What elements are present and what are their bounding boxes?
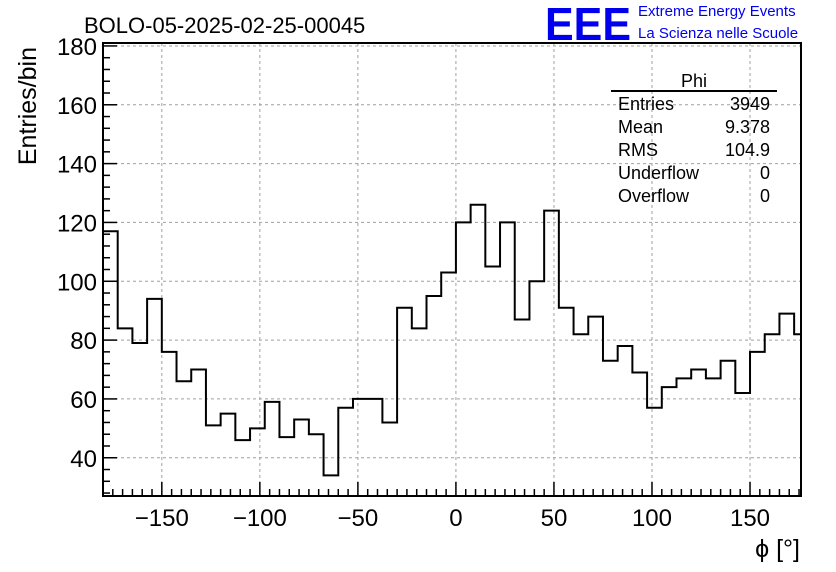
x-tick-label: −100: [233, 505, 287, 532]
eee-logo: EEE: [545, 2, 631, 44]
y-tick-label: 180: [57, 34, 97, 61]
y-tick-label: 140: [57, 152, 97, 179]
x-tick-label: 150: [730, 505, 770, 532]
y-axis-label: Entries/bin: [14, 47, 42, 165]
axes: −150 −100 −50 0 50 100 150 40 60 80 100 120 140 160 18…: [57, 34, 802, 532]
eee-logo-text: EEE: [545, 2, 631, 44]
grid-lines: [103, 43, 801, 496]
stats-row-value: 104.9: [725, 140, 770, 160]
plot-frame: [102, 42, 802, 497]
x-tick-label: 100: [632, 505, 672, 532]
stats-box-title: Phi: [681, 71, 707, 91]
y-tick-label: 120: [57, 210, 97, 237]
brand-line-2: La Scienza nelle Scuole: [638, 25, 799, 42]
stats-row-label: Entries: [618, 94, 674, 114]
y-tick-label: 40: [70, 446, 97, 473]
stats-row-label: RMS: [618, 140, 658, 160]
histogram-series: [103, 203, 802, 477]
stats-row-value: 0: [760, 186, 770, 206]
y-tick-label: 80: [70, 328, 97, 355]
stats-row-value: 0: [760, 163, 770, 183]
stats-row-label: Underflow: [618, 163, 700, 183]
x-tick-label: −150: [135, 505, 189, 532]
x-tick-label: 0: [449, 505, 462, 532]
stats-box: Phi Entries 3949 Mean 9.378 RMS 104.9 Underflo…: [611, 71, 777, 206]
x-axis-label: ϕ [°]: [755, 535, 800, 563]
brand-line-1: Extreme Energy Events: [638, 3, 796, 20]
stats-row-value: 3949: [730, 94, 770, 114]
y-tick-label: 160: [57, 93, 97, 120]
stats-row-label: Mean: [618, 117, 663, 137]
chart-title: BOLO-05-2025-02-25-00045: [84, 13, 365, 38]
y-tick-label: 100: [57, 269, 97, 296]
y-tick-label: 60: [70, 387, 97, 414]
x-tick-label: −50: [338, 505, 379, 532]
stats-row-label: Overflow: [618, 186, 690, 206]
stats-row-value: 9.378: [725, 117, 770, 137]
stats-rows: Entries 3949 Mean 9.378 RMS 104.9 Underflow 0 Ov…: [618, 94, 770, 206]
x-tick-label: 50: [541, 505, 568, 532]
